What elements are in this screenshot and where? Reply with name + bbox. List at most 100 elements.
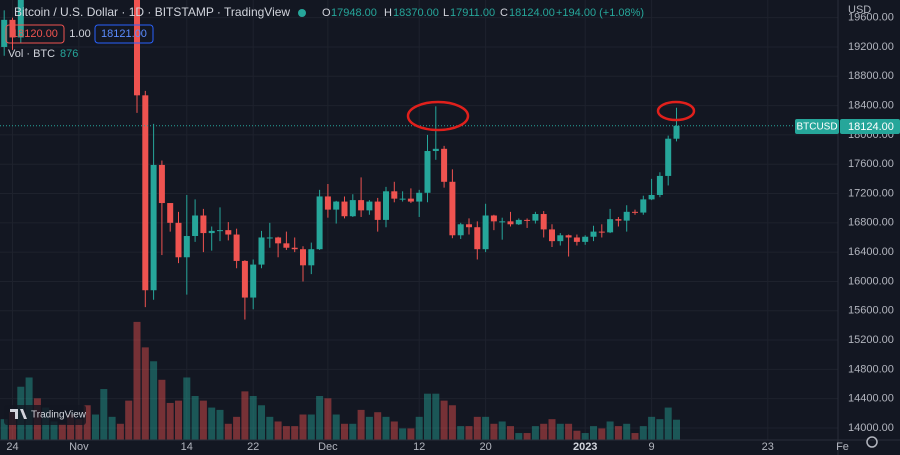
ohlc-value: 17948.00 xyxy=(331,7,377,19)
y-tick-label: 19600.00 xyxy=(848,12,894,24)
ohlc-value: 18124.00 xyxy=(509,7,555,19)
volume-bar xyxy=(498,421,506,440)
candle-body xyxy=(623,211,630,221)
volume-bar xyxy=(631,433,639,440)
time-axis-panel xyxy=(0,440,900,455)
candle-body xyxy=(424,151,431,193)
volume-bar xyxy=(233,416,241,440)
candle-body xyxy=(466,224,472,228)
candle-body xyxy=(416,192,423,202)
y-tick-label: 15600.00 xyxy=(848,305,894,317)
candle-body xyxy=(673,125,680,139)
candle-body xyxy=(183,236,190,258)
volume-bar xyxy=(100,389,108,440)
volume-bar xyxy=(183,377,191,440)
volume-bar xyxy=(598,428,606,440)
volume-bar xyxy=(448,405,456,440)
y-tick-label: 14000.00 xyxy=(848,422,894,434)
candle-body xyxy=(150,164,157,291)
last-price-tag xyxy=(840,119,900,134)
candle-body xyxy=(557,235,564,242)
volume-bar xyxy=(664,407,672,440)
volume-bar xyxy=(241,391,249,440)
volume-bar xyxy=(507,426,514,440)
ohlc-value: 18370.00 xyxy=(393,7,439,19)
candle-body xyxy=(300,249,306,266)
candle-body xyxy=(656,175,663,195)
volume-label: Vol · BTC xyxy=(8,48,55,60)
volume-bar xyxy=(590,426,597,440)
candle-body xyxy=(175,222,182,258)
y-tick-label: 17200.00 xyxy=(848,187,894,199)
candle-body xyxy=(158,164,165,204)
y-tick-label: 16400.00 xyxy=(848,246,894,258)
volume-bar xyxy=(175,400,182,440)
chart-title: Bitcoin / U.S. Dollar · 1D · BITSTAMP · … xyxy=(14,5,290,19)
candle-body xyxy=(540,214,547,230)
bid-price: 18120.00 xyxy=(12,28,58,40)
candle-body xyxy=(225,230,232,235)
volume-bar xyxy=(307,414,315,440)
volume-bar xyxy=(0,419,8,440)
bid-box[interactable] xyxy=(5,24,65,44)
x-tick-label: 2023 xyxy=(573,441,597,453)
volume-bar xyxy=(291,426,299,440)
volume-bar xyxy=(606,421,614,440)
y-tick-label: 17600.00 xyxy=(848,158,894,170)
volume-bar xyxy=(523,433,531,440)
x-tick-label: Nov xyxy=(69,441,89,453)
x-tick-label: 23 xyxy=(762,441,774,453)
candle-body xyxy=(482,215,489,250)
candle-body xyxy=(266,237,273,239)
candle-body xyxy=(549,229,555,242)
candle-body xyxy=(391,191,398,199)
volume-bar xyxy=(249,396,257,440)
volume-bar xyxy=(141,347,149,440)
volume-bar xyxy=(673,419,680,440)
volume-bar xyxy=(548,419,556,440)
candle-body xyxy=(432,148,439,152)
volume-bar xyxy=(648,416,656,440)
volume-bar xyxy=(332,414,340,440)
volume-bar xyxy=(656,419,664,440)
volume-bar xyxy=(83,405,91,440)
ohlc-key: L xyxy=(443,7,449,19)
volume-bar xyxy=(9,412,16,440)
x-tick-label: 12 xyxy=(413,441,425,453)
candle-body xyxy=(640,199,647,213)
x-tick-label: 24 xyxy=(6,441,18,453)
last-price: 18124.00 xyxy=(848,121,894,133)
x-tick-label: Dec xyxy=(318,441,338,453)
volume-bar xyxy=(258,405,265,440)
volume-bar xyxy=(133,321,141,440)
candle-body xyxy=(1,19,8,47)
candle-body xyxy=(200,215,207,234)
volume-bar xyxy=(365,416,373,440)
candle-body xyxy=(507,221,514,225)
annotation-ellipse xyxy=(656,100,696,122)
volume-bar xyxy=(299,414,307,440)
candle-body xyxy=(374,201,381,220)
volume-bar xyxy=(440,400,448,440)
logo-text: TradingView xyxy=(31,410,87,421)
candle-body xyxy=(9,19,16,38)
volume-bar xyxy=(390,421,398,440)
volume-bar xyxy=(316,396,324,440)
volume-bar xyxy=(108,416,116,440)
y-tick-label: 14400.00 xyxy=(848,393,894,405)
volume-bar xyxy=(349,423,357,440)
ask-price: 18121.00 xyxy=(101,28,147,40)
volume-bar xyxy=(374,412,382,440)
ask-box[interactable] xyxy=(94,24,154,44)
volume-bar xyxy=(191,396,199,440)
candle-body xyxy=(648,194,655,200)
status-dot xyxy=(298,9,306,17)
candle-body xyxy=(333,201,340,210)
settings-icon[interactable] xyxy=(866,436,878,448)
volume-bar xyxy=(639,426,647,440)
candle-body xyxy=(565,235,572,238)
candle-body xyxy=(308,249,315,266)
change: +194.00 (+1.08%) xyxy=(556,7,644,19)
